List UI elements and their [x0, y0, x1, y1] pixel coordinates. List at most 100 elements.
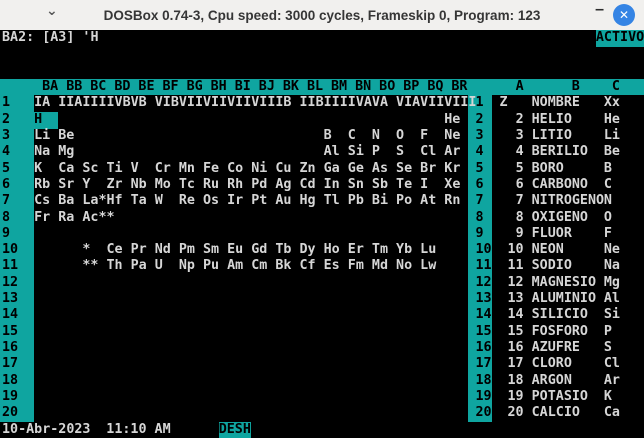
element-symbol[interactable]: Be: [603, 144, 620, 160]
column-header-bd[interactable]: BD: [114, 78, 131, 94]
column-header-bl[interactable]: BL: [306, 78, 324, 94]
column-header-bf[interactable]: BF: [162, 78, 179, 94]
right-row-number[interactable]: 3: [475, 127, 484, 143]
left-row-number[interactable]: 18: [2, 372, 19, 388]
column-header-bo[interactable]: BO: [379, 78, 396, 94]
element-symbol[interactable]: Al: [603, 291, 620, 307]
element-symbol[interactable]: Ne: [603, 242, 620, 258]
element-z-value[interactable]: 12: [507, 274, 524, 290]
left-row-number[interactable]: 9: [2, 225, 11, 241]
element-name[interactable]: SODIO: [531, 258, 572, 274]
window-menu-chevron-icon[interactable]: ⌄: [46, 3, 58, 19]
column-header-bh[interactable]: BH: [210, 78, 227, 94]
right-row-number[interactable]: 10: [475, 242, 492, 258]
right-row-number[interactable]: 2: [475, 111, 484, 127]
right-row-number[interactable]: 4: [475, 144, 484, 160]
left-row-number[interactable]: 20: [2, 405, 19, 421]
element-symbol[interactable]: S: [603, 340, 612, 356]
element-symbol[interactable]: Mg: [603, 274, 620, 290]
left-row-number[interactable]: 7: [2, 193, 11, 209]
element-z-value[interactable]: 7: [515, 193, 524, 209]
element-z-value[interactable]: 6: [515, 176, 524, 192]
right-row-number[interactable]: 7: [475, 193, 484, 209]
element-name[interactable]: CLORO: [531, 356, 572, 372]
element-name[interactable]: NITROGENO: [531, 193, 605, 209]
element-name[interactable]: ARGON: [531, 372, 572, 388]
left-row-number[interactable]: 19: [2, 389, 19, 405]
periodic-table-row[interactable]: ** Th Pa U Np Pu Am Cm Bk Cf Es Fm Md No…: [34, 258, 445, 274]
element-symbol[interactable]: Si: [603, 307, 620, 323]
element-symbol[interactable]: Li: [603, 127, 620, 143]
element-name[interactable]: BORO: [531, 160, 564, 176]
left-row-number[interactable]: 6: [2, 176, 11, 192]
element-symbol[interactable]: P: [603, 323, 612, 339]
dos-screen[interactable]: BA2: [A3] 'H ACTIVO 10-Abr-2023 11:10 AM…: [0, 30, 644, 438]
element-z-value[interactable]: 11: [507, 258, 524, 274]
right-row-number[interactable]: 5: [475, 160, 484, 176]
element-name[interactable]: ALUMINIO: [531, 291, 596, 307]
left-row-number[interactable]: 8: [2, 209, 11, 225]
left-row-number[interactable]: 17: [2, 356, 19, 372]
periodic-table-row[interactable]: Cs Ba La*Hf Ta W Re Os Ir Pt Au Hg Tl Pb…: [34, 193, 469, 209]
column-header-br[interactable]: BR: [451, 78, 468, 94]
right-row-number[interactable]: 9: [475, 225, 484, 241]
left-row-number[interactable]: 2: [2, 111, 11, 127]
right-row-number[interactable]: 6: [475, 176, 484, 192]
right-row-number[interactable]: 17: [475, 356, 492, 372]
element-symbol[interactable]: Ca: [603, 405, 620, 421]
element-symbol[interactable]: C: [603, 176, 612, 192]
element-name[interactable]: AZUFRE: [531, 340, 580, 356]
titlebar[interactable]: ⌄ DOSBox 0.74-3, Cpu speed: 3000 cycles,…: [0, 0, 644, 31]
left-row-number[interactable]: 15: [2, 323, 19, 339]
left-row-number[interactable]: 16: [2, 340, 19, 356]
periodic-table-row[interactable]: Na Mg Al Si P S Cl Ar: [34, 144, 469, 160]
element-name[interactable]: FLUOR: [531, 225, 572, 241]
column-header-c[interactable]: C: [611, 78, 620, 94]
element-symbol[interactable]: O: [603, 209, 612, 225]
group-label-row[interactable]: IA IIAIIIIVBVB VIBVIIVIIVIIVIIIB IIBIIII…: [34, 95, 477, 111]
element-z-value[interactable]: 10: [507, 242, 524, 258]
element-z-value[interactable]: 8: [515, 209, 524, 225]
column-header-bp[interactable]: BP: [403, 78, 420, 94]
element-z-value[interactable]: 14: [507, 307, 524, 323]
periodic-table-row[interactable]: Rb Sr Y Zr Nb Mo Tc Ru Rh Pd Ag Cd In Sn…: [34, 176, 469, 192]
element-z-value[interactable]: 17: [507, 356, 524, 372]
column-header-bc[interactable]: BC: [90, 78, 107, 94]
element-name[interactable]: HELIO: [531, 111, 572, 127]
periodic-table-row[interactable]: Li Be B C N O F Ne: [34, 127, 469, 143]
left-row-number[interactable]: 12: [2, 274, 19, 290]
element-symbol[interactable]: N: [603, 193, 612, 209]
column-header-be[interactable]: BE: [138, 78, 155, 94]
column-header-bq[interactable]: BQ: [427, 78, 444, 94]
right-row-number[interactable]: 16: [475, 340, 492, 356]
element-name[interactable]: LITIO: [531, 127, 572, 143]
element-symbol[interactable]: B: [603, 160, 612, 176]
periodic-table-row[interactable]: Fr Ra Ac**: [34, 209, 131, 225]
left-row-number[interactable]: 10: [2, 242, 19, 258]
left-row-number[interactable]: 3: [2, 127, 11, 143]
element-symbol[interactable]: F: [603, 225, 612, 241]
element-z-value[interactable]: 16: [507, 340, 524, 356]
column-header-a[interactable]: A: [515, 78, 524, 94]
element-z-value[interactable]: 3: [515, 127, 524, 143]
element-name[interactable]: CARBONO: [531, 176, 588, 192]
left-row-number[interactable]: 13: [2, 291, 19, 307]
left-row-number[interactable]: 11: [2, 258, 19, 274]
element-z-value[interactable]: 4: [515, 144, 524, 160]
element-name[interactable]: MAGNESIO: [531, 274, 596, 290]
column-header-ba[interactable]: BA: [42, 78, 59, 94]
minimize-button[interactable]: –: [595, 1, 604, 18]
element-z-value[interactable]: 2: [515, 111, 524, 127]
element-symbol[interactable]: He: [603, 111, 620, 127]
element-z-value[interactable]: 5: [515, 160, 524, 176]
right-row-number[interactable]: 15: [475, 323, 492, 339]
element-z-value[interactable]: 18: [507, 372, 524, 388]
element-symbol[interactable]: K: [603, 389, 612, 405]
element-z-value[interactable]: 20: [507, 405, 524, 421]
right-row-number[interactable]: 1: [475, 95, 484, 111]
element-z-value[interactable]: 19: [507, 389, 524, 405]
left-row-number[interactable]: 4: [2, 144, 11, 160]
element-symbol[interactable]: Cl: [603, 356, 620, 372]
element-z-value[interactable]: 15: [507, 323, 524, 339]
element-name[interactable]: BERILIO: [531, 144, 588, 160]
